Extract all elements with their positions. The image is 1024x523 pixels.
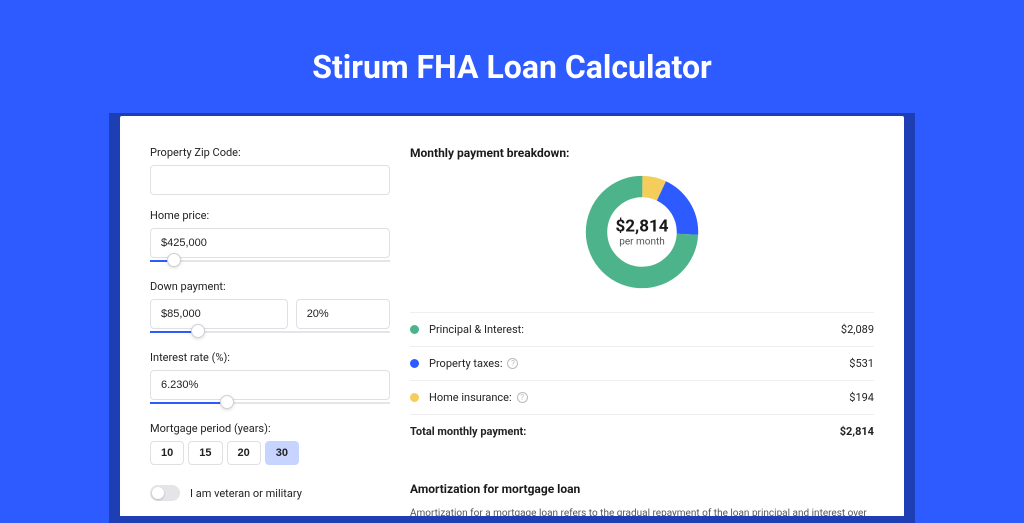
slider-thumb[interactable] <box>191 324 205 338</box>
breakdown-label: Home insurance:? <box>429 391 849 404</box>
breakdown-list: Principal & Interest:$2,089Property taxe… <box>410 312 874 448</box>
veteran-toggle[interactable] <box>150 485 180 501</box>
breakdown-row: Principal & Interest:$2,089 <box>410 313 874 347</box>
breakdown-total-row: Total monthly payment:$2,814 <box>410 415 874 448</box>
slider-thumb[interactable] <box>167 253 181 267</box>
page-title: Stirum FHA Loan Calculator <box>0 0 1024 116</box>
home-price-slider[interactable] <box>150 256 390 266</box>
breakdown-amount: $194 <box>849 391 874 404</box>
breakdown-row: Home insurance:?$194 <box>410 381 874 415</box>
period-button-15[interactable]: 15 <box>188 441 222 465</box>
zip-label: Property Zip Code: <box>150 146 390 159</box>
home-price-field: Home price: <box>150 209 390 266</box>
donut-center-value: $2,814 <box>616 217 669 237</box>
color-swatch <box>410 325 419 334</box>
slider-thumb[interactable] <box>220 395 234 409</box>
breakdown-row: Property taxes:?$531 <box>410 347 874 381</box>
mortgage-period-field: Mortgage period (years): 10152030 <box>150 422 390 465</box>
amortization-section: Amortization for mortgage loan Amortizat… <box>410 466 874 516</box>
info-icon[interactable]: ? <box>517 392 528 403</box>
breakdown-title: Monthly payment breakdown: <box>410 146 874 160</box>
interest-rate-field: Interest rate (%): <box>150 351 390 408</box>
period-button-group: 10152030 <box>150 441 390 465</box>
donut-center: $2,814 per month <box>616 217 669 248</box>
amortization-text: Amortization for a mortgage loan refers … <box>410 506 874 516</box>
breakdown-label: Principal & Interest: <box>429 323 841 336</box>
interest-rate-label: Interest rate (%): <box>150 351 390 364</box>
veteran-row: I am veteran or military <box>150 485 390 501</box>
zip-input[interactable] <box>150 165 390 195</box>
home-price-input[interactable] <box>150 228 390 258</box>
breakdown-column: Monthly payment breakdown: $2,814 per mo… <box>410 146 874 516</box>
veteran-label: I am veteran or military <box>190 487 302 500</box>
breakdown-amount: $531 <box>849 357 874 370</box>
down-payment-label: Down payment: <box>150 280 390 293</box>
period-button-20[interactable]: 20 <box>227 441 261 465</box>
interest-rate-slider[interactable] <box>150 398 390 408</box>
down-payment-pct-input[interactable] <box>296 299 390 329</box>
interest-rate-input[interactable] <box>150 370 390 400</box>
mortgage-period-label: Mortgage period (years): <box>150 422 390 435</box>
total-label: Total monthly payment: <box>410 425 840 438</box>
color-swatch <box>410 393 419 402</box>
form-column: Property Zip Code: Home price: Down paym… <box>150 146 390 516</box>
info-icon[interactable]: ? <box>507 358 518 369</box>
zip-field: Property Zip Code: <box>150 146 390 195</box>
donut-chart: $2,814 per month <box>410 172 874 292</box>
home-price-label: Home price: <box>150 209 390 222</box>
total-amount: $2,814 <box>840 425 874 438</box>
period-button-10[interactable]: 10 <box>150 441 184 465</box>
down-payment-input[interactable] <box>150 299 288 329</box>
amortization-title: Amortization for mortgage loan <box>410 482 874 496</box>
down-payment-slider[interactable] <box>150 327 390 337</box>
down-payment-field: Down payment: <box>150 280 390 337</box>
breakdown-amount: $2,089 <box>841 323 874 336</box>
breakdown-label: Property taxes:? <box>429 357 849 370</box>
period-button-30[interactable]: 30 <box>265 441 299 465</box>
calculator-card: Property Zip Code: Home price: Down paym… <box>120 116 904 516</box>
color-swatch <box>410 359 419 368</box>
donut-center-sub: per month <box>616 237 669 248</box>
